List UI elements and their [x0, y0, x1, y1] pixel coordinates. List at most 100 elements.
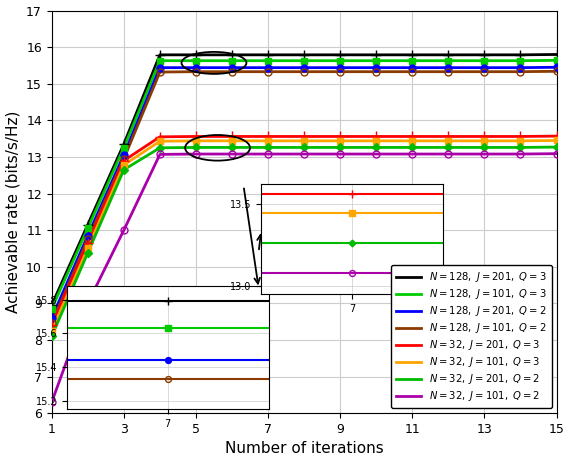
- $N = 128,\ J = 101,\ Q = 3$: [156, 58, 163, 63]
- Line: $N = 32,\ J = 201,\ Q = 2$: $N = 32,\ J = 201,\ Q = 2$: [52, 147, 556, 336]
- $N = 32,\ J = 201,\ Q = 3$: [48, 322, 55, 328]
- $N = 32,\ J = 201,\ Q = 2$: [264, 145, 271, 150]
- $N = 32,\ J = 101,\ Q = 2$: [481, 151, 488, 157]
- $N = 32,\ J = 201,\ Q = 2$: [193, 145, 200, 150]
- $N = 128,\ J = 201,\ Q = 2$: [553, 65, 560, 70]
- $N = 32,\ J = 101,\ Q = 2$: [193, 151, 200, 157]
- $N = 32,\ J = 101,\ Q = 3$: [409, 138, 416, 144]
- $N = 32,\ J = 101,\ Q = 2$: [445, 151, 452, 157]
- $N = 128,\ J = 201,\ Q = 2$: [156, 65, 163, 70]
- $N = 128,\ J = 101,\ Q = 3$: [553, 58, 560, 63]
- $N = 32,\ J = 101,\ Q = 2$: [229, 151, 235, 157]
- $N = 32,\ J = 101,\ Q = 3$: [229, 138, 235, 144]
- $N = 128,\ J = 101,\ Q = 3$: [373, 58, 380, 63]
- $N = 128,\ J = 201,\ Q = 3$: [229, 52, 235, 58]
- $N = 128,\ J = 201,\ Q = 2$: [48, 315, 55, 321]
- $N = 32,\ J = 201,\ Q = 2$: [156, 145, 163, 151]
- $N = 32,\ J = 201,\ Q = 2$: [373, 145, 380, 150]
- $N = 128,\ J = 101,\ Q = 3$: [409, 58, 416, 63]
- $N = 128,\ J = 201,\ Q = 3$: [409, 52, 416, 58]
- $N = 32,\ J = 101,\ Q = 3$: [84, 246, 91, 251]
- $N = 128,\ J = 201,\ Q = 2$: [84, 233, 91, 238]
- $N = 32,\ J = 201,\ Q = 3$: [337, 134, 344, 139]
- $N = 128,\ J = 101,\ Q = 3$: [264, 58, 271, 63]
- $N = 32,\ J = 201,\ Q = 3$: [193, 134, 200, 139]
- Line: $N = 32,\ J = 201,\ Q = 3$: $N = 32,\ J = 201,\ Q = 3$: [52, 136, 556, 325]
- $N = 32,\ J = 101,\ Q = 2$: [553, 151, 560, 157]
- $N = 128,\ J = 101,\ Q = 3$: [337, 58, 344, 63]
- Line: $N = 32,\ J = 101,\ Q = 2$: $N = 32,\ J = 101,\ Q = 2$: [52, 154, 556, 402]
- $N = 128,\ J = 101,\ Q = 2$: [84, 237, 91, 242]
- $N = 128,\ J = 201,\ Q = 3$: [120, 141, 127, 147]
- $N = 32,\ J = 101,\ Q = 2$: [264, 151, 271, 157]
- $N = 128,\ J = 201,\ Q = 3$: [337, 52, 344, 58]
- $N = 32,\ J = 101,\ Q = 3$: [373, 138, 380, 144]
- $N = 32,\ J = 101,\ Q = 3$: [156, 139, 163, 144]
- $N = 32,\ J = 201,\ Q = 2$: [481, 145, 488, 150]
- $N = 32,\ J = 101,\ Q = 3$: [337, 138, 344, 144]
- $N = 32,\ J = 201,\ Q = 3$: [84, 240, 91, 246]
- $N = 128,\ J = 201,\ Q = 3$: [481, 52, 488, 58]
- $N = 32,\ J = 201,\ Q = 3$: [481, 134, 488, 139]
- $N = 128,\ J = 101,\ Q = 2$: [517, 69, 524, 74]
- $N = 128,\ J = 101,\ Q = 2$: [229, 69, 235, 74]
- $N = 32,\ J = 201,\ Q = 3$: [120, 158, 127, 164]
- X-axis label: Number of iterations: Number of iterations: [225, 442, 384, 456]
- $N = 32,\ J = 201,\ Q = 2$: [48, 334, 55, 339]
- $N = 32,\ J = 201,\ Q = 2$: [84, 250, 91, 255]
- Line: $N = 128,\ J = 101,\ Q = 2$: $N = 128,\ J = 101,\ Q = 2$: [52, 71, 556, 323]
- $N = 32,\ J = 101,\ Q = 3$: [301, 138, 308, 144]
- $N = 32,\ J = 101,\ Q = 2$: [48, 400, 55, 405]
- $N = 32,\ J = 101,\ Q = 2$: [120, 227, 127, 233]
- $N = 128,\ J = 201,\ Q = 2$: [373, 65, 380, 70]
- $N = 128,\ J = 101,\ Q = 3$: [84, 225, 91, 231]
- $N = 32,\ J = 201,\ Q = 3$: [156, 134, 163, 140]
- $N = 32,\ J = 201,\ Q = 2$: [337, 145, 344, 150]
- $N = 128,\ J = 101,\ Q = 2$: [445, 69, 452, 74]
- $N = 32,\ J = 201,\ Q = 3$: [373, 134, 380, 139]
- $N = 32,\ J = 101,\ Q = 2$: [84, 301, 91, 306]
- $N = 32,\ J = 101,\ Q = 2$: [156, 152, 163, 157]
- $N = 128,\ J = 201,\ Q = 2$: [264, 65, 271, 70]
- $N = 128,\ J = 201,\ Q = 3$: [84, 222, 91, 227]
- $N = 32,\ J = 101,\ Q = 3$: [48, 328, 55, 334]
- $N = 32,\ J = 101,\ Q = 3$: [264, 138, 271, 144]
- $N = 32,\ J = 201,\ Q = 2$: [120, 167, 127, 172]
- $N = 32,\ J = 101,\ Q = 2$: [301, 151, 308, 157]
- $N = 128,\ J = 101,\ Q = 3$: [445, 58, 452, 63]
- $N = 32,\ J = 101,\ Q = 2$: [373, 151, 380, 157]
- $N = 128,\ J = 201,\ Q = 2$: [481, 65, 488, 70]
- $N = 128,\ J = 101,\ Q = 3$: [120, 145, 127, 151]
- $N = 32,\ J = 201,\ Q = 3$: [409, 134, 416, 139]
- $N = 128,\ J = 201,\ Q = 3$: [48, 303, 55, 308]
- Line: $N = 128,\ J = 101,\ Q = 3$: $N = 128,\ J = 101,\ Q = 3$: [52, 61, 556, 309]
- $N = 128,\ J = 201,\ Q = 3$: [264, 52, 271, 58]
- $N = 128,\ J = 101,\ Q = 2$: [373, 69, 380, 74]
- $N = 32,\ J = 201,\ Q = 3$: [553, 134, 560, 139]
- $N = 128,\ J = 201,\ Q = 3$: [373, 52, 380, 58]
- $N = 32,\ J = 201,\ Q = 3$: [264, 134, 271, 139]
- $N = 32,\ J = 201,\ Q = 2$: [409, 145, 416, 150]
- $N = 128,\ J = 201,\ Q = 3$: [517, 52, 524, 58]
- Line: $N = 128,\ J = 201,\ Q = 3$: $N = 128,\ J = 201,\ Q = 3$: [52, 55, 556, 305]
- $N = 32,\ J = 101,\ Q = 3$: [193, 138, 200, 144]
- $N = 32,\ J = 101,\ Q = 2$: [517, 151, 524, 157]
- $N = 128,\ J = 101,\ Q = 2$: [301, 69, 308, 74]
- $N = 128,\ J = 101,\ Q = 2$: [337, 69, 344, 74]
- $N = 128,\ J = 201,\ Q = 2$: [517, 65, 524, 70]
- $N = 32,\ J = 201,\ Q = 2$: [445, 145, 452, 150]
- $N = 32,\ J = 101,\ Q = 3$: [481, 138, 488, 144]
- $N = 128,\ J = 201,\ Q = 2$: [409, 65, 416, 70]
- $N = 32,\ J = 201,\ Q = 2$: [517, 145, 524, 150]
- $N = 128,\ J = 201,\ Q = 3$: [193, 52, 200, 58]
- Y-axis label: Achievable rate (bits/s/Hz): Achievable rate (bits/s/Hz): [6, 111, 21, 313]
- $N = 32,\ J = 101,\ Q = 3$: [120, 162, 127, 168]
- $N = 128,\ J = 201,\ Q = 3$: [553, 52, 560, 57]
- $N = 128,\ J = 101,\ Q = 2$: [48, 321, 55, 326]
- $N = 128,\ J = 201,\ Q = 3$: [445, 52, 452, 58]
- $N = 128,\ J = 201,\ Q = 2$: [301, 65, 308, 70]
- $N = 32,\ J = 101,\ Q = 3$: [553, 138, 560, 143]
- Legend: $N = 128,\ J = 201,\ Q = 3$, $N = 128,\ J = 101,\ Q = 3$, $N = 128,\ J = 201,\ Q: $N = 128,\ J = 201,\ Q = 3$, $N = 128,\ …: [391, 265, 552, 408]
- $N = 128,\ J = 201,\ Q = 2$: [445, 65, 452, 70]
- $N = 128,\ J = 101,\ Q = 2$: [264, 69, 271, 74]
